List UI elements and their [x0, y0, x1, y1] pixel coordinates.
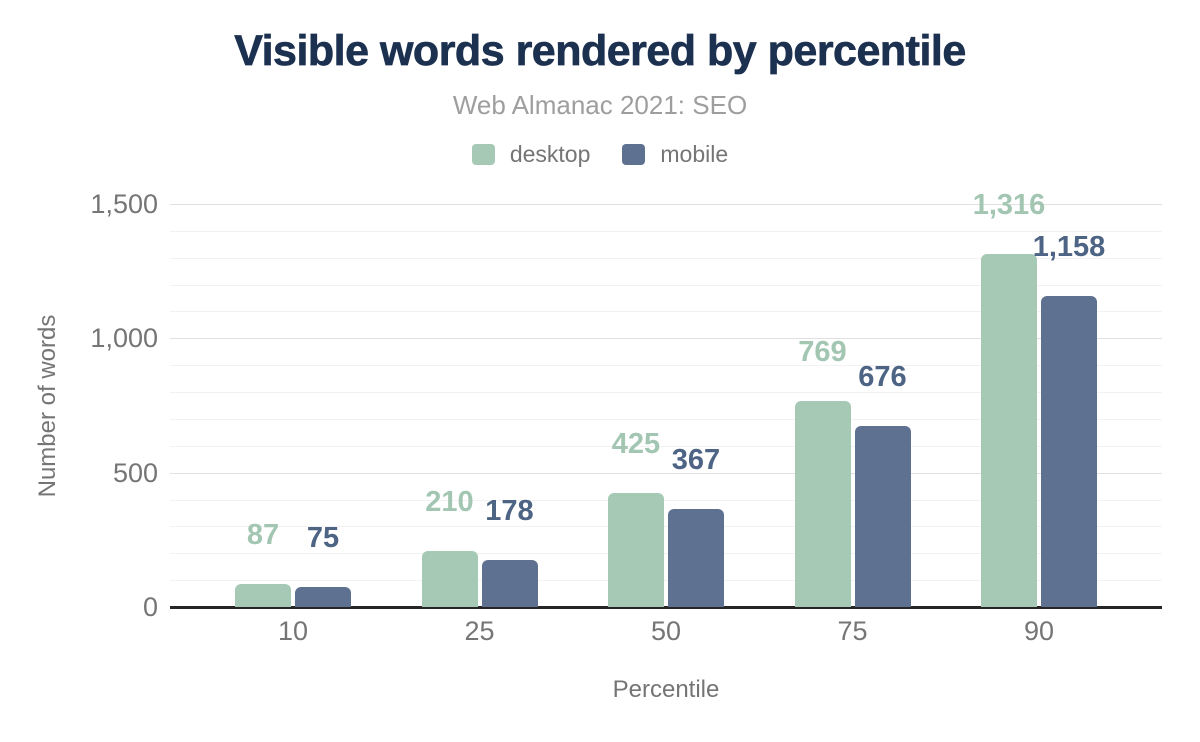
- gridline: [170, 472, 1162, 474]
- x-axis-line: [170, 606, 1162, 609]
- legend-item-mobile[interactable]: mobile: [622, 141, 728, 168]
- value-label-desktop-p50: 425: [611, 428, 661, 461]
- gridline: [170, 284, 1162, 286]
- bar-mobile-p75[interactable]: [854, 425, 911, 608]
- bar-mobile-p25[interactable]: [481, 559, 538, 608]
- gridline: [170, 338, 1162, 340]
- desktop-swatch-icon: [471, 144, 495, 165]
- gridline: [170, 311, 1162, 313]
- bar-desktop-p90[interactable]: [981, 253, 1037, 608]
- gridline: [170, 365, 1162, 367]
- chart-subtitle: Web Almanac 2021: SEO: [452, 90, 748, 120]
- bar-desktop-p25[interactable]: [421, 551, 478, 608]
- legend: desktop mobile: [0, 141, 1200, 168]
- gridline: [170, 392, 1162, 394]
- x-axis-title: Percentile: [612, 676, 720, 703]
- bar-desktop-p75[interactable]: [794, 400, 851, 608]
- y-axis-title: Number of words: [34, 314, 61, 498]
- bar-desktop-p10[interactable]: [235, 584, 291, 608]
- y-tick-label: 1,500: [90, 189, 158, 219]
- gridline: [170, 445, 1162, 447]
- x-tick-label-10: 10: [277, 616, 309, 646]
- y-tick-label: 500: [112, 457, 158, 488]
- value-label-desktop-p75: 769: [798, 335, 847, 368]
- x-tick-label-90: 90: [1023, 616, 1055, 646]
- gridline: [170, 553, 1162, 555]
- bar-mobile-p50[interactable]: [668, 508, 724, 608]
- bar-mobile-p90[interactable]: [1041, 296, 1097, 608]
- value-label-mobile-p25: 178: [485, 494, 534, 527]
- value-label-desktop-p90: 1,316: [972, 188, 1046, 221]
- gridline: [170, 526, 1162, 528]
- x-tick-label-50: 50: [650, 616, 682, 646]
- gridline: [170, 580, 1162, 582]
- gridline: [170, 204, 1162, 205]
- y-tick-label: 0: [142, 592, 158, 622]
- legend-label-mobile: mobile: [660, 141, 729, 167]
- y-tick-label: 1,000: [90, 323, 158, 354]
- mobile-swatch-icon: [622, 144, 646, 165]
- gridline: [170, 257, 1162, 259]
- x-tick-label-75: 75: [837, 616, 868, 646]
- gridline: [170, 230, 1162, 232]
- legend-label-desktop: desktop: [509, 141, 591, 167]
- value-label-mobile-p75: 676: [858, 360, 907, 393]
- legend-item-desktop[interactable]: desktop: [471, 141, 591, 168]
- bar-desktop-p50[interactable]: [608, 493, 664, 608]
- bar-mobile-p10[interactable]: [295, 587, 351, 608]
- value-label-desktop-p25: 210: [425, 486, 474, 519]
- chart-title: Visible words rendered by percentile: [234, 27, 967, 76]
- value-label-mobile-p10: 75: [306, 522, 340, 555]
- value-label-mobile-p90: 1,158: [1032, 231, 1106, 264]
- x-tick-label-25: 25: [464, 616, 495, 646]
- value-label-desktop-p10: 87: [246, 519, 280, 552]
- gridline: [170, 499, 1162, 501]
- value-label-mobile-p50: 367: [671, 443, 721, 476]
- gridline: [170, 418, 1162, 420]
